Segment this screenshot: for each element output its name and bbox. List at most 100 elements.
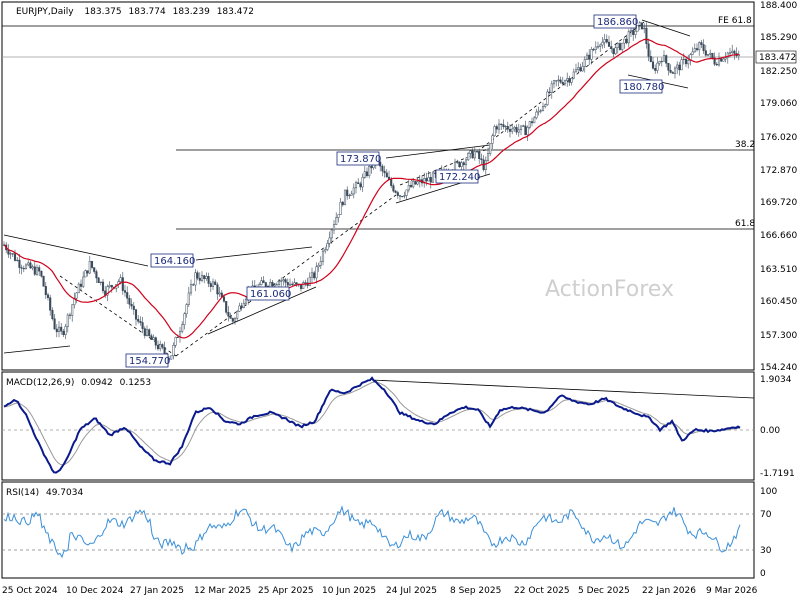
macd-trendline bbox=[371, 379, 755, 399]
candle-body bbox=[401, 196, 404, 198]
candle-body bbox=[528, 121, 531, 128]
candle-body bbox=[176, 336, 179, 339]
candle-body bbox=[189, 284, 193, 294]
candle-body bbox=[260, 280, 263, 285]
candle-body bbox=[550, 83, 553, 93]
candle-body bbox=[405, 189, 408, 196]
candle-body bbox=[313, 272, 316, 279]
candle-body bbox=[599, 44, 602, 47]
candle-body bbox=[493, 126, 496, 137]
svg-text:186.860: 186.860 bbox=[597, 17, 638, 28]
candle-body bbox=[731, 50, 734, 53]
candle-body bbox=[183, 313, 186, 325]
candle-body bbox=[361, 177, 364, 188]
candle-body bbox=[704, 50, 707, 56]
candle-body bbox=[20, 267, 23, 269]
candle-body bbox=[497, 123, 501, 130]
candle-body bbox=[214, 281, 217, 285]
candle-body bbox=[621, 42, 624, 50]
candle-body bbox=[544, 104, 547, 107]
x-tick-label: 10 Jun 2025 bbox=[322, 586, 376, 596]
candle-body bbox=[383, 170, 386, 174]
candle-body bbox=[502, 124, 505, 127]
candle-body bbox=[546, 91, 549, 106]
candle-body bbox=[711, 53, 714, 59]
candle-body bbox=[647, 43, 650, 57]
candle-body bbox=[715, 63, 718, 66]
candle-body bbox=[519, 125, 523, 131]
candle-body bbox=[156, 344, 160, 350]
candle-body bbox=[310, 272, 314, 278]
candle-body bbox=[495, 126, 498, 130]
candle-body bbox=[654, 68, 657, 71]
moving-average-line bbox=[3, 38, 739, 339]
macd-line bbox=[3, 376, 741, 474]
candle-body bbox=[317, 264, 320, 268]
annotation-154770: 154.770 bbox=[125, 353, 170, 368]
y-tick-label: 100 bbox=[760, 487, 777, 497]
candle-body bbox=[583, 59, 586, 67]
candle-body bbox=[35, 267, 39, 275]
candle-body bbox=[537, 110, 540, 113]
candle-body bbox=[409, 184, 413, 188]
candle-body bbox=[152, 337, 155, 340]
candle-body bbox=[86, 270, 89, 274]
macd-panel-title: MACD(12,26,9) 0.0942 0.1253 bbox=[6, 378, 151, 388]
candle-body bbox=[211, 281, 215, 287]
candle-body bbox=[489, 143, 492, 154]
candle-body bbox=[275, 284, 278, 286]
y-tick-label: 154.240 bbox=[760, 363, 797, 373]
trendline bbox=[195, 246, 313, 261]
candle-body bbox=[625, 38, 628, 44]
candle-body bbox=[535, 111, 538, 119]
candle-body bbox=[319, 261, 322, 266]
candle-body bbox=[698, 42, 701, 51]
candle-body bbox=[506, 126, 509, 130]
candle-body bbox=[288, 283, 292, 286]
candle-body bbox=[559, 79, 562, 83]
candle-body bbox=[79, 283, 83, 287]
candle-body bbox=[623, 38, 626, 44]
candle-body bbox=[656, 62, 659, 71]
candle-body bbox=[414, 181, 417, 185]
candle-body bbox=[733, 50, 736, 54]
candle-body bbox=[82, 276, 85, 287]
candle-body bbox=[77, 283, 80, 294]
candle-body bbox=[126, 292, 129, 299]
rsi-line bbox=[3, 505, 741, 559]
y-tick-label: 169.720 bbox=[760, 198, 797, 208]
candle-body bbox=[541, 106, 545, 111]
candle-body bbox=[634, 30, 637, 35]
candle-body bbox=[574, 69, 578, 73]
candle-body bbox=[341, 201, 344, 206]
candle-body bbox=[425, 178, 428, 182]
candle-body bbox=[216, 284, 219, 295]
candle-body bbox=[684, 58, 688, 65]
candle-body bbox=[209, 283, 212, 287]
candle-body bbox=[640, 22, 644, 30]
candle-body bbox=[304, 282, 307, 284]
svg-text:180.780: 180.780 bbox=[623, 82, 664, 93]
candle-body bbox=[90, 261, 94, 268]
candle-body bbox=[280, 280, 283, 282]
candle-body bbox=[24, 264, 28, 269]
candle-body bbox=[53, 318, 56, 330]
candle-body bbox=[473, 151, 476, 159]
candle-body bbox=[555, 80, 558, 82]
candle-body bbox=[49, 297, 52, 311]
candle-body bbox=[295, 282, 298, 285]
x-tick-label: 9 Mar 2026 bbox=[706, 586, 758, 596]
candle-body bbox=[128, 298, 131, 305]
candle-body bbox=[141, 322, 144, 329]
trendline bbox=[3, 234, 149, 267]
y-tick-label: 185.290 bbox=[760, 33, 797, 43]
trendline bbox=[641, 19, 691, 37]
candle-body bbox=[194, 272, 197, 286]
candle-body bbox=[491, 135, 494, 144]
candle-body bbox=[607, 41, 611, 47]
svg-text:183.472: 183.472 bbox=[759, 53, 796, 63]
annotation-labels: 186.860 180.780 173.870 172.240 164.160 … bbox=[125, 14, 664, 368]
candle-body bbox=[132, 305, 135, 310]
candle-body bbox=[486, 153, 490, 161]
